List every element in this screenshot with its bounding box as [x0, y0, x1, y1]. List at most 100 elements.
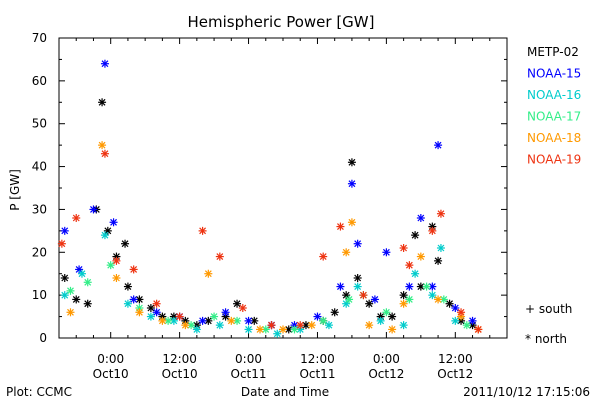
data-point — [175, 312, 184, 321]
data-point — [103, 226, 112, 235]
x-tick-label: 12:00 — [300, 352, 335, 366]
data-point — [98, 141, 107, 150]
y-tick-label: 20 — [32, 245, 47, 259]
data-point — [129, 265, 138, 274]
data-point — [227, 316, 236, 325]
data-point — [109, 218, 118, 227]
data-point — [330, 308, 339, 317]
data-point — [436, 209, 445, 218]
data-point — [347, 158, 356, 167]
data-point — [436, 244, 445, 252]
data-point — [106, 261, 115, 270]
data-point — [347, 179, 356, 188]
data-point — [336, 222, 345, 231]
data-point — [233, 299, 242, 308]
data-point — [307, 321, 316, 330]
data-points — [57, 59, 483, 338]
data-point — [296, 321, 305, 330]
data-point — [336, 282, 345, 291]
data-point — [112, 274, 121, 282]
data-point — [399, 299, 408, 308]
data-point — [434, 295, 443, 304]
data-point — [158, 316, 167, 325]
data-point — [365, 321, 374, 330]
data-point — [319, 252, 328, 261]
data-point — [388, 325, 397, 334]
data-point — [434, 256, 443, 265]
data-point — [347, 218, 356, 227]
y-axis-ticks: 0 10 20 30 40 50 60 70 — [32, 31, 507, 345]
data-point — [445, 299, 454, 308]
data-point — [89, 205, 98, 214]
plot-timestamp: 2011/10/12 17:15:06 — [463, 385, 590, 399]
y-tick-label: 10 — [32, 288, 47, 302]
data-point — [399, 291, 408, 300]
data-point — [181, 321, 190, 330]
data-point — [60, 291, 69, 300]
marker-legend-entry: + south — [525, 302, 572, 316]
data-point — [77, 269, 86, 278]
data-point — [434, 141, 443, 150]
x-tick-sublabel: Oct10 — [162, 367, 198, 381]
data-point — [164, 316, 173, 325]
data-point — [451, 304, 460, 312]
data-point — [66, 308, 75, 317]
data-point — [428, 291, 437, 300]
data-point — [353, 239, 362, 248]
data-point — [204, 269, 213, 278]
legend-entry: NOAA-17 — [527, 110, 581, 124]
y-tick-label: 30 — [32, 202, 47, 216]
x-tick-sublabel: Oct10 — [93, 367, 129, 381]
data-point — [370, 295, 379, 304]
data-point — [345, 295, 354, 304]
x-tick-sublabel: Oct12 — [437, 367, 473, 381]
data-point — [451, 316, 460, 325]
legend-entry: NOAA-18 — [527, 131, 581, 145]
data-point — [60, 274, 69, 282]
data-point — [256, 325, 265, 334]
y-tick-label: 70 — [32, 31, 47, 45]
data-point — [422, 282, 431, 291]
data-point — [428, 226, 437, 235]
data-point — [123, 299, 132, 308]
data-point — [66, 286, 75, 295]
data-point — [210, 312, 219, 321]
data-point — [388, 312, 397, 321]
legend-entry: METP-02 — [527, 45, 579, 59]
data-point — [152, 308, 161, 317]
data-point — [382, 248, 391, 257]
data-point — [324, 321, 333, 330]
data-point — [198, 226, 207, 235]
data-point — [411, 231, 420, 240]
data-point — [342, 299, 351, 308]
y-tick-label: 50 — [32, 117, 47, 131]
data-point — [353, 282, 362, 291]
legend-entry: NOAA-16 — [527, 88, 581, 102]
data-point — [405, 282, 414, 291]
data-point — [416, 252, 425, 261]
data-point — [192, 325, 201, 334]
data-point — [457, 308, 466, 317]
data-point — [129, 295, 138, 304]
chart-title: Hemispheric Power [GW] — [188, 13, 375, 31]
data-point — [474, 325, 483, 334]
data-point — [279, 325, 287, 334]
data-point — [146, 312, 155, 321]
data-point — [244, 316, 253, 325]
data-point — [238, 304, 247, 312]
data-point — [100, 149, 109, 158]
data-point — [405, 295, 414, 304]
legend-entry: NOAA-19 — [527, 153, 581, 167]
data-point — [221, 308, 230, 317]
data-point — [98, 98, 107, 107]
x-axis-label: Date and Time — [241, 385, 329, 399]
data-point — [399, 321, 408, 330]
marker-legend: + south * north — [525, 302, 572, 346]
legend-entry: NOAA-15 — [527, 67, 581, 81]
data-point — [121, 239, 130, 248]
x-tick-sublabel: Oct12 — [368, 367, 404, 381]
data-point — [112, 256, 121, 265]
data-point — [215, 321, 224, 330]
data-point — [353, 274, 362, 282]
